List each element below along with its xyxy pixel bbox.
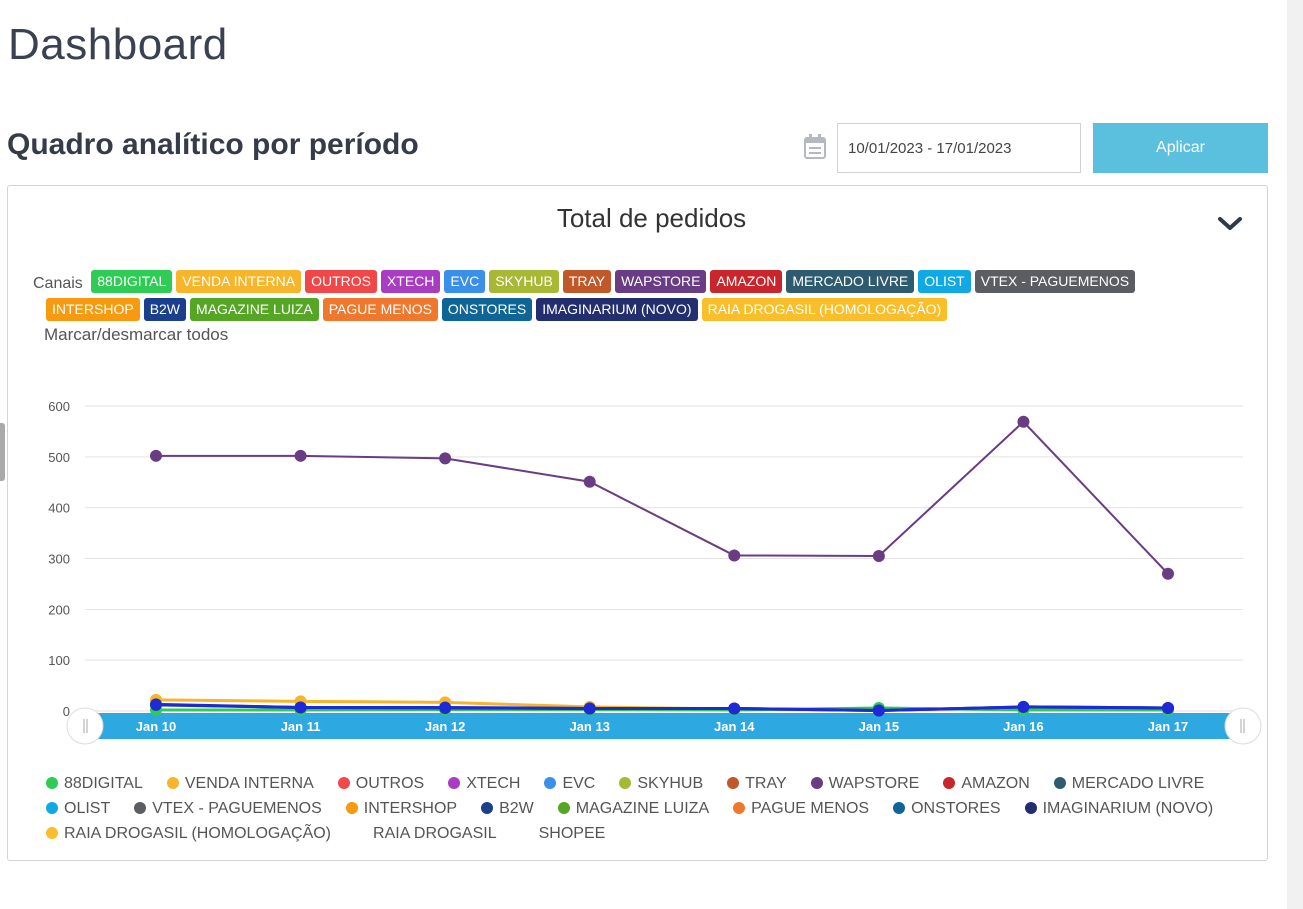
channel-badge[interactable]: 88DIGITAL	[91, 270, 173, 293]
legend-label: IMAGINARIUM (NOVO)	[1042, 800, 1214, 817]
legend-item[interactable]: INTERSHOP	[345, 800, 458, 818]
legend-item[interactable]: AMAZON	[943, 775, 1030, 793]
legend-item[interactable]: SHOPEE	[521, 825, 606, 843]
legend-label: RAIA DROGASIL	[373, 825, 497, 842]
channel-badge[interactable]: OUTROS	[305, 270, 377, 293]
legend-label: SHOPEE	[538, 825, 606, 842]
legend-marker-icon	[619, 777, 632, 789]
legend-marker-icon	[355, 827, 367, 839]
legend-marker-icon	[448, 777, 461, 789]
legend-label: ONSTORES	[911, 800, 1001, 817]
chart-panel	[7, 185, 1268, 861]
legend-label: AMAZON	[961, 775, 1030, 792]
legend-label: SKYHUB	[637, 775, 704, 792]
channel-badge[interactable]: B2W	[143, 298, 187, 322]
legend-item[interactable]: RAIA DROGASIL (HOMOLOGAÇÃO)	[46, 825, 331, 843]
legend-label: INTERSHOP	[363, 800, 458, 817]
channel-badge[interactable]: XTECH	[380, 270, 441, 293]
legend-marker-icon	[521, 827, 533, 839]
date-range-input[interactable]	[837, 123, 1081, 173]
channel-badge[interactable]: RAIA DROGASIL (HOMOLOGAÇÃO)	[701, 298, 948, 322]
legend-label: OUTROS	[355, 775, 425, 792]
chart-legend: 88DIGITAL VENDA INTERNA OUTROS XTECH EVC SKYH…	[46, 775, 1246, 850]
legend-item[interactable]: MAGAZINE LUIZA	[557, 800, 710, 818]
section-title: Quadro analítico por período	[7, 128, 419, 161]
channel-badge[interactable]: MAGAZINE LUIZA	[190, 298, 319, 322]
legend-marker-icon	[481, 802, 494, 814]
channel-badge[interactable]: TRAY	[562, 270, 612, 293]
legend-label: RAIA DROGASIL (HOMOLOGAÇÃO)	[64, 825, 332, 842]
legend-label: B2W	[499, 800, 534, 817]
legend-marker-icon	[345, 802, 358, 814]
legend-marker-icon	[46, 777, 58, 789]
channel-badge[interactable]: AMAZON	[710, 270, 783, 293]
channels-label: Canais	[33, 275, 83, 292]
channel-badge[interactable]: IMAGINARIUM (NOVO)	[536, 298, 698, 322]
legend-marker-icon	[544, 777, 557, 789]
legend-item[interactable]: PAGUE MENOS	[733, 800, 869, 818]
legend-label: VTEX - PAGUEMENOS	[152, 800, 322, 817]
legend-item[interactable]: OLIST	[46, 800, 110, 818]
legend-marker-icon	[166, 777, 179, 789]
legend-marker-icon	[893, 802, 906, 814]
legend-marker-icon	[337, 777, 350, 789]
legend-label: EVC	[562, 775, 596, 792]
legend-marker-icon	[943, 777, 956, 789]
legend-label: 88DIGITAL	[64, 775, 143, 792]
legend-label: TRAY	[745, 775, 787, 792]
legend-label: OLIST	[64, 800, 111, 817]
page-title: Dashboard	[8, 20, 228, 69]
legend-item[interactable]: OUTROS	[337, 775, 425, 793]
channel-badge[interactable]: SKYHUB	[489, 270, 559, 293]
legend-item[interactable]: RAIA DROGASIL	[355, 825, 497, 843]
legend-marker-icon	[1024, 802, 1037, 814]
channel-badge[interactable]: ONSTORES	[441, 298, 533, 322]
legend-label: MERCADO LIVRE	[1071, 775, 1205, 792]
legend-row: 88DIGITAL VENDA INTERNA OUTROS XTECH EVC SKYH…	[46, 775, 1246, 800]
legend-item[interactable]: IMAGINARIUM (NOVO)	[1024, 800, 1214, 818]
legend-item[interactable]: WAPSTORE	[810, 775, 920, 793]
legend-marker-icon	[46, 827, 58, 839]
legend-label: XTECH	[466, 775, 521, 792]
legend-label: MAGAZINE LUIZA	[575, 800, 710, 817]
page-scrollbar[interactable]	[1287, 0, 1303, 909]
legend-item[interactable]: 88DIGITAL	[46, 775, 143, 793]
legend-item[interactable]: ONSTORES	[893, 800, 1001, 818]
legend-item[interactable]: VENDA INTERNA	[166, 775, 314, 793]
channel-badge[interactable]: VENDA INTERNA	[176, 270, 302, 293]
legend-marker-icon	[134, 802, 147, 814]
legend-marker-icon	[810, 777, 823, 789]
legend-row: RAIA DROGASIL (HOMOLOGAÇÃO) RAIA DROGASIL…	[46, 825, 1246, 850]
legend-row: OLIST VTEX - PAGUEMENOS INTERSHOP B2W MAGAZI…	[46, 800, 1246, 825]
channel-filter: Canais 88DIGITAL VENDA INTERNA OUTROS XTECH…	[33, 270, 1253, 326]
calendar-icon[interactable]	[803, 134, 827, 160]
legend-marker-icon	[557, 802, 570, 814]
legend-label: PAGUE MENOS	[751, 800, 870, 817]
side-drawer-handle[interactable]	[0, 423, 5, 481]
legend-label: WAPSTORE	[828, 775, 920, 792]
channel-badge[interactable]: PAGUE MENOS	[322, 298, 438, 322]
channel-badge[interactable]: VTEX - PAGUEMENOS	[974, 270, 1136, 293]
legend-item[interactable]: EVC	[544, 775, 595, 793]
apply-button[interactable]: Aplicar	[1093, 123, 1268, 173]
legend-item[interactable]: XTECH	[448, 775, 520, 793]
legend-item[interactable]: B2W	[481, 800, 534, 818]
channel-badge[interactable]: WAPSTORE	[615, 270, 707, 293]
legend-item[interactable]: VTEX - PAGUEMENOS	[134, 800, 322, 818]
legend-item[interactable]: MERCADO LIVRE	[1053, 775, 1205, 793]
legend-label: VENDA INTERNA	[184, 775, 314, 792]
legend-marker-icon	[1053, 777, 1066, 789]
chevron-down-icon[interactable]	[1217, 213, 1243, 233]
channel-badge[interactable]: MERCADO LIVRE	[786, 270, 915, 293]
channel-badge[interactable]: INTERSHOP	[46, 298, 140, 322]
channel-badge[interactable]: OLIST	[918, 270, 971, 293]
chart-title: Total de pedidos	[556, 203, 747, 233]
legend-item[interactable]: SKYHUB	[619, 775, 703, 793]
legend-marker-icon	[733, 802, 746, 814]
legend-item[interactable]: TRAY	[727, 775, 787, 793]
channel-badge[interactable]: EVC	[444, 270, 486, 293]
legend-marker-icon	[727, 777, 740, 789]
toggle-all-link[interactable]: Marcar/desmarcar todos	[44, 325, 229, 344]
legend-marker-icon	[46, 802, 58, 814]
